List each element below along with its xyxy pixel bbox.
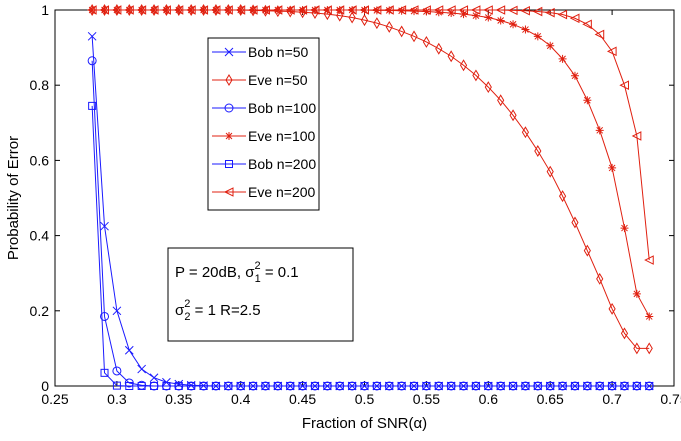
data-point — [521, 26, 529, 34]
y-tick-label: 0.6 — [30, 152, 50, 168]
data-point — [261, 6, 269, 14]
x-tick-label: 0.7 — [602, 391, 622, 407]
data-point — [336, 6, 344, 14]
data-point — [311, 6, 319, 14]
y-tick-label: 0.8 — [30, 77, 50, 93]
data-point — [534, 32, 542, 40]
data-point — [571, 72, 579, 80]
legend-label: Bob n=200 — [248, 156, 316, 172]
y-tick-label: 0 — [41, 378, 49, 394]
legend-label: Bob n=100 — [248, 100, 316, 116]
data-point — [620, 224, 628, 232]
x-tick-label: 0.6 — [479, 391, 499, 407]
data-point — [175, 6, 183, 14]
data-point — [249, 6, 257, 14]
data-point — [125, 6, 133, 14]
data-point — [150, 6, 158, 14]
data-point — [274, 6, 282, 14]
annotation-line-1-prefix: P = 20dB, σ — [175, 264, 255, 281]
data-point — [460, 10, 468, 18]
legend-label: Bob n=50 — [248, 44, 309, 60]
data-point — [162, 6, 170, 14]
data-point — [88, 6, 96, 14]
data-point — [645, 312, 653, 320]
annotation-line-1-suffix: = 0.1 — [261, 264, 299, 281]
data-point — [509, 20, 517, 28]
x-tick-label: 0.65 — [537, 391, 564, 407]
x-tick-label: 0.3 — [107, 391, 127, 407]
y-tick-label: 1 — [41, 2, 49, 18]
data-point — [608, 164, 616, 172]
data-point — [299, 6, 307, 14]
data-point — [101, 6, 109, 14]
annotation-line-2-sup: 2 — [184, 298, 190, 310]
data-point — [583, 96, 591, 104]
data-point — [323, 6, 331, 14]
data-point — [200, 6, 208, 14]
data-point — [138, 6, 146, 14]
legend-label: Eve n=100 — [248, 128, 316, 144]
data-point — [361, 6, 369, 14]
y-tick-label: 0.4 — [30, 228, 50, 244]
plot-area — [55, 10, 674, 386]
y-tick-label: 0.2 — [30, 303, 50, 319]
data-point — [113, 6, 121, 14]
legend: Bob n=50 Eve n=50 Bob n=100 Eve n=100 Bob n=… — [208, 38, 319, 210]
x-tick-label: 0.55 — [413, 391, 440, 407]
annotation-box: P = 20dB, σ2 1 = 0.1 σ2 2 = 1 R=2.5 — [168, 248, 353, 341]
x-tick-label: 0.5 — [355, 391, 375, 407]
data-point — [484, 14, 492, 22]
x-tick-label: 0.75 — [660, 391, 681, 407]
legend-label: Eve n=200 — [248, 184, 316, 200]
y-axis-label: Probability of Error — [5, 136, 22, 260]
x-tick-label: 0.45 — [289, 391, 316, 407]
data-point — [596, 126, 604, 134]
data-point — [187, 6, 195, 14]
data-point — [472, 12, 480, 20]
annotation-line-2-suffix: = 1 R=2.5 — [191, 302, 261, 319]
data-point — [212, 6, 220, 14]
data-point — [286, 6, 294, 14]
data-point — [224, 6, 232, 14]
data-point — [559, 55, 567, 63]
x-tick-label: 0.35 — [165, 391, 192, 407]
x-axis-label: Fraction of SNR(α) — [302, 415, 427, 432]
annotation-line-1-sup: 2 — [254, 260, 260, 272]
legend-label: Eve n=50 — [248, 72, 308, 88]
legend-marker — [225, 132, 233, 140]
data-point — [546, 42, 554, 50]
data-point — [348, 6, 356, 14]
data-point — [237, 6, 245, 14]
data-point — [633, 290, 641, 298]
x-tick-label: 0.4 — [231, 391, 251, 407]
data-point — [497, 17, 505, 25]
